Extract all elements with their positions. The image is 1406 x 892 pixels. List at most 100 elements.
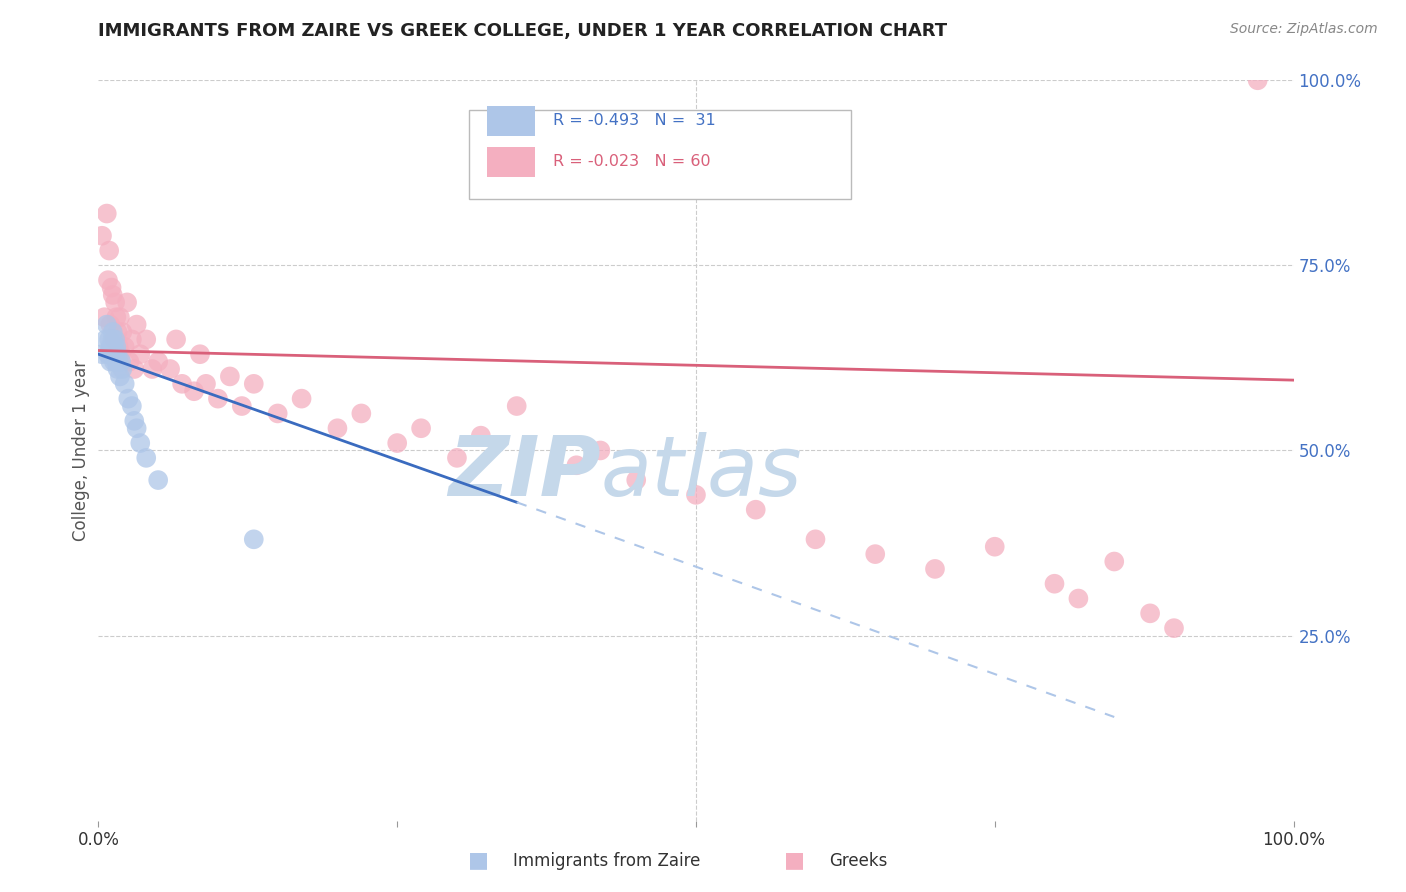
Point [589, 443, 612, 458]
Point [121, 333, 143, 347]
Point [350, 407, 373, 421]
Point [107, 325, 129, 339]
Point [107, 347, 129, 361]
Point [115, 295, 138, 310]
Point [1246, 73, 1268, 87]
Point [98, 333, 121, 347]
Point [118, 354, 141, 368]
Point [172, 376, 194, 391]
Point [135, 333, 157, 347]
Point [105, 354, 128, 368]
Point [231, 399, 253, 413]
Point [105, 340, 128, 354]
Point [125, 318, 148, 332]
Point [129, 436, 152, 450]
Text: Greeks: Greeks [830, 852, 889, 870]
Point [101, 333, 124, 347]
Point [114, 376, 136, 391]
Point [108, 369, 131, 384]
Point [1067, 591, 1090, 606]
Text: R = -0.023   N = 60: R = -0.023 N = 60 [553, 154, 710, 169]
Point [124, 414, 146, 428]
Text: IMMIGRANTS FROM ZAIRE VS GREEK COLLEGE, UNDER 1 YEAR CORRELATION CHART: IMMIGRANTS FROM ZAIRE VS GREEK COLLEGE, … [98, 22, 948, 40]
Point [135, 450, 157, 465]
Point [685, 488, 707, 502]
FancyBboxPatch shape [486, 106, 534, 136]
Point [124, 362, 146, 376]
Point [105, 310, 128, 325]
Point [98, 244, 121, 258]
Point [1043, 576, 1066, 591]
Point [108, 310, 131, 325]
Point [565, 458, 588, 473]
Point [98, 318, 122, 332]
Text: atlas: atlas [600, 432, 801, 513]
Point [96, 318, 118, 332]
Point [243, 533, 266, 547]
Point [385, 436, 409, 450]
Point [984, 540, 1007, 554]
Point [470, 428, 492, 442]
Point [117, 392, 139, 406]
Point [101, 288, 124, 302]
Point [110, 347, 132, 361]
Point [104, 347, 127, 361]
Point [111, 325, 134, 339]
FancyBboxPatch shape [470, 110, 852, 199]
Point [104, 333, 127, 347]
Point [924, 562, 946, 576]
Text: ZIP: ZIP [447, 432, 600, 513]
Point [506, 399, 529, 413]
Point [93, 310, 115, 325]
Point [110, 354, 132, 368]
Point [1163, 621, 1185, 635]
Point [863, 547, 887, 561]
Point [267, 407, 290, 421]
Point [107, 354, 129, 368]
Point [148, 354, 170, 368]
Text: Source: ZipAtlas.com: Source: ZipAtlas.com [1230, 22, 1378, 37]
Point [411, 421, 433, 435]
Point [107, 362, 129, 376]
Point [103, 340, 125, 354]
Point [148, 473, 170, 487]
Point [104, 295, 127, 310]
Point [129, 347, 152, 361]
Point [219, 369, 242, 384]
Point [97, 273, 120, 287]
Point [98, 340, 122, 354]
Point [804, 533, 827, 547]
Point [91, 347, 114, 361]
Point [626, 473, 648, 487]
Point [446, 450, 468, 465]
Point [194, 376, 218, 391]
Point [103, 354, 125, 368]
Point [101, 325, 124, 339]
FancyBboxPatch shape [486, 147, 534, 177]
Point [326, 421, 349, 435]
Point [141, 362, 163, 376]
Point [97, 347, 120, 361]
Point [94, 333, 117, 347]
Point [121, 399, 143, 413]
Point [165, 333, 187, 347]
Point [98, 354, 122, 368]
Point [188, 347, 211, 361]
Point [1139, 607, 1161, 621]
Point [91, 228, 114, 243]
Text: Immigrants from Zaire: Immigrants from Zaire [513, 852, 700, 870]
Point [103, 333, 125, 347]
Point [291, 392, 314, 406]
Text: ■: ■ [785, 850, 804, 870]
Point [243, 376, 266, 391]
Y-axis label: College, Under 1 year: College, Under 1 year [72, 359, 90, 541]
Point [207, 392, 229, 406]
Point [107, 340, 129, 354]
Point [1102, 555, 1125, 569]
Text: ■: ■ [468, 850, 488, 870]
Point [100, 280, 122, 294]
Point [183, 384, 205, 399]
Point [111, 362, 134, 376]
Point [125, 421, 148, 435]
Point [745, 502, 768, 516]
